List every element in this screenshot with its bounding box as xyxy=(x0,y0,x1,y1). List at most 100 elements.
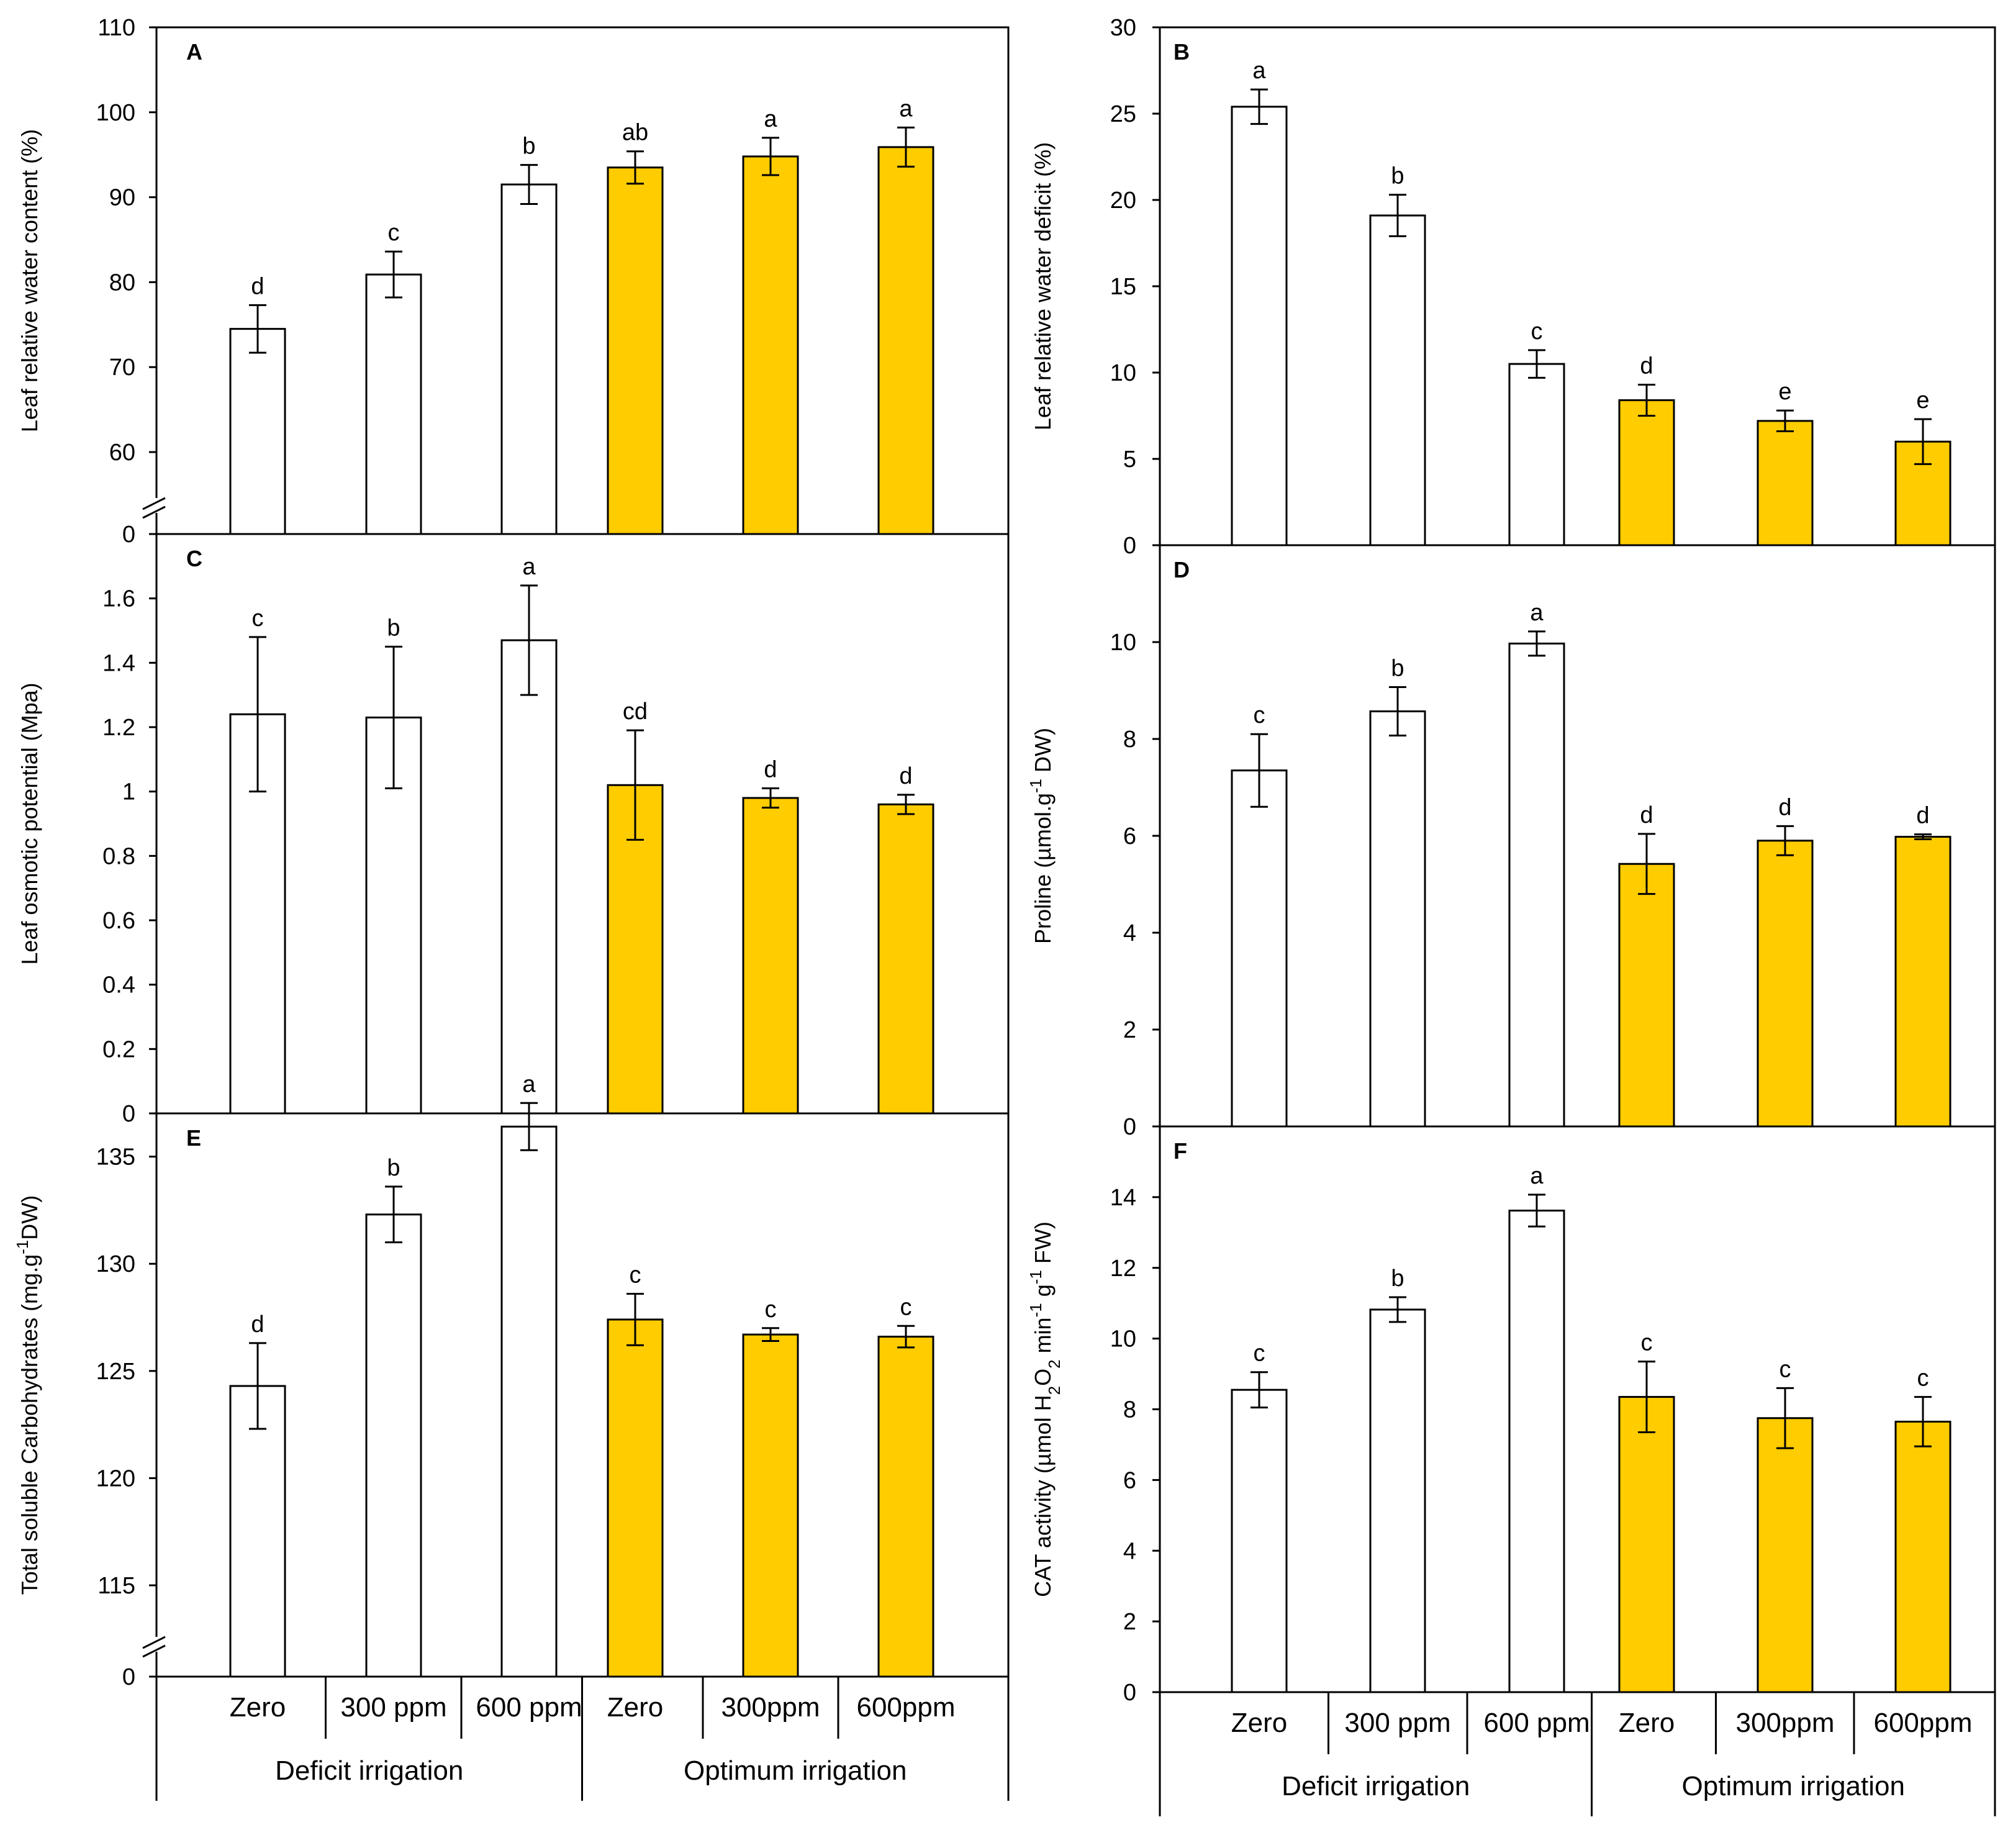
bar xyxy=(742,1333,799,1678)
y-tick-label: 1.4 xyxy=(102,650,135,676)
significance-letter: d xyxy=(1778,794,1791,820)
category-label: Zero xyxy=(230,1692,286,1723)
y-tick-label: 0.8 xyxy=(102,843,135,869)
panel-d: 0 2 4 6 8 10 Proline (µmol.g-1 DW) Dc b a d d d xyxy=(1026,544,1996,1140)
group-label-deficit: Deficit irrigation xyxy=(275,1755,463,1786)
significance-letter: c xyxy=(765,1297,777,1323)
y-tick-label: 0 xyxy=(1123,533,1136,559)
significance-letter: d xyxy=(1916,803,1929,829)
bar xyxy=(1231,769,1288,1128)
y-tick-label: 130 xyxy=(96,1251,135,1277)
y-tick-label: 5 xyxy=(1123,446,1136,473)
significance-letter: c xyxy=(252,605,264,632)
category-label: 300ppm xyxy=(1735,1708,1834,1738)
panel-f: 0 2 4 6 8 10 12 14 CAT activity (µmol H2O2 min-1… xyxy=(1026,1125,1996,1706)
panel-label: B xyxy=(1174,39,1190,65)
y-tick-label: 20 xyxy=(1110,188,1136,214)
y-tick-label: 8 xyxy=(1123,1397,1136,1423)
bar xyxy=(1894,1420,1951,1693)
panel-label: E xyxy=(186,1125,201,1151)
panel-label: C xyxy=(186,546,202,571)
group-label-optimum: Optimum irrigation xyxy=(1682,1771,1905,1801)
significance-letter: d xyxy=(899,763,912,789)
axis-break-mark xyxy=(142,497,166,510)
group-label-deficit: Deficit irrigation xyxy=(1282,1771,1470,1801)
y-axis-label: Leaf relative water content (%) xyxy=(17,129,42,432)
significance-letter: a xyxy=(899,96,913,122)
panel-label: F xyxy=(1174,1138,1187,1164)
significance-letter: a xyxy=(522,1071,536,1097)
bar xyxy=(1757,840,1814,1128)
significance-letter: c xyxy=(1531,319,1543,345)
panel-e: 0 115 120 125 130 135 Total soluble Carbohydra… xyxy=(13,1071,1010,1690)
bar xyxy=(365,1213,422,1678)
significance-letter: d xyxy=(251,1311,264,1338)
significance-letter: b xyxy=(1391,163,1404,189)
y-tick-label: 30 xyxy=(1110,15,1136,41)
bar xyxy=(500,183,558,535)
bar xyxy=(1894,836,1951,1128)
bar xyxy=(1231,106,1288,546)
significance-letter: d xyxy=(1640,353,1653,379)
y-tick-label: 1.6 xyxy=(102,586,135,612)
significance-letter: a xyxy=(764,106,777,132)
significance-letter: b xyxy=(1391,656,1404,682)
y-tick-label: 0.6 xyxy=(102,908,135,934)
y-tick-label: 100 xyxy=(96,100,135,126)
y-axis-label: Leaf relative water deficit (%) xyxy=(1030,142,1056,430)
bar xyxy=(742,155,799,535)
significance-letter: e xyxy=(1916,387,1929,414)
bar xyxy=(877,803,934,1115)
panel-c: 0 0.2 0.4 0.6 0.8 1 1.2 1.4 1.6 Leaf osmotic pote… xyxy=(17,533,1010,1127)
significance-letter: d xyxy=(251,273,264,299)
y-axis-label: CAT activity (µmol H2O2 min-1 g-1 FW) xyxy=(1026,1221,1064,1597)
significance-letter: c xyxy=(1254,1341,1265,1367)
bar xyxy=(1231,1388,1288,1693)
axis-break-mark xyxy=(142,1636,166,1649)
bar xyxy=(742,797,799,1115)
bar xyxy=(1618,1396,1675,1693)
category-label: Zero xyxy=(607,1692,663,1723)
bar xyxy=(1618,863,1675,1128)
y-tick-label: 25 xyxy=(1110,101,1136,127)
y-tick-label: 0 xyxy=(122,1101,135,1127)
significance-letter: c xyxy=(388,220,400,246)
y-tick-label: 6 xyxy=(1123,1467,1136,1493)
y-tick-label: 0.2 xyxy=(102,1036,135,1062)
category-label: 300 ppm xyxy=(1344,1708,1450,1738)
significance-letter: b xyxy=(387,615,400,641)
y-tick-label: 70 xyxy=(109,355,135,381)
panel-b: 0 5 10 15 20 25 30 Leaf relative water deficit … xyxy=(1030,15,1996,559)
y-tick-label: 0 xyxy=(1123,1114,1136,1140)
category-axis-right: Zero 300 ppm 600 ppm Zero 300ppm 600ppm Defici… xyxy=(1159,1692,1996,1816)
category-label: 600ppm xyxy=(1873,1708,1972,1738)
y-tick-label: 14 xyxy=(1110,1185,1136,1211)
y-axis-label: Total soluble Carbohydrates (mg.g-1DW) xyxy=(13,1195,42,1595)
y-tick-label: 0.4 xyxy=(102,972,135,999)
y-tick-label: 2 xyxy=(1123,1609,1136,1635)
y-tick-label: 120 xyxy=(96,1465,135,1492)
significance-letter: a xyxy=(1252,58,1266,84)
significance-letter: c xyxy=(1917,1366,1929,1392)
group-label-optimum: Optimum irrigation xyxy=(684,1755,907,1786)
y-tick-label: 60 xyxy=(109,440,135,466)
significance-letter: b xyxy=(387,1155,400,1181)
y-tick-label: 1.2 xyxy=(102,715,135,741)
bar xyxy=(1757,420,1814,546)
bar xyxy=(365,273,422,535)
category-label: 300ppm xyxy=(721,1692,820,1723)
bar xyxy=(1508,642,1565,1128)
axis-break-mark xyxy=(142,1644,166,1658)
significance-letter: a xyxy=(1530,1163,1544,1189)
y-axis-label: Proline (µmol.g-1 DW) xyxy=(1026,728,1056,944)
y-tick-label: 80 xyxy=(109,270,135,296)
significance-letter: a xyxy=(522,554,536,580)
significance-letter: c xyxy=(1780,1356,1791,1382)
bar xyxy=(229,328,286,535)
y-tick-label: 4 xyxy=(1123,1538,1136,1564)
significance-letter: ab xyxy=(622,120,648,146)
significance-letter: b xyxy=(522,134,535,160)
y-tick-label: 2 xyxy=(1123,1017,1136,1043)
category-label: 600 ppm xyxy=(476,1692,582,1723)
